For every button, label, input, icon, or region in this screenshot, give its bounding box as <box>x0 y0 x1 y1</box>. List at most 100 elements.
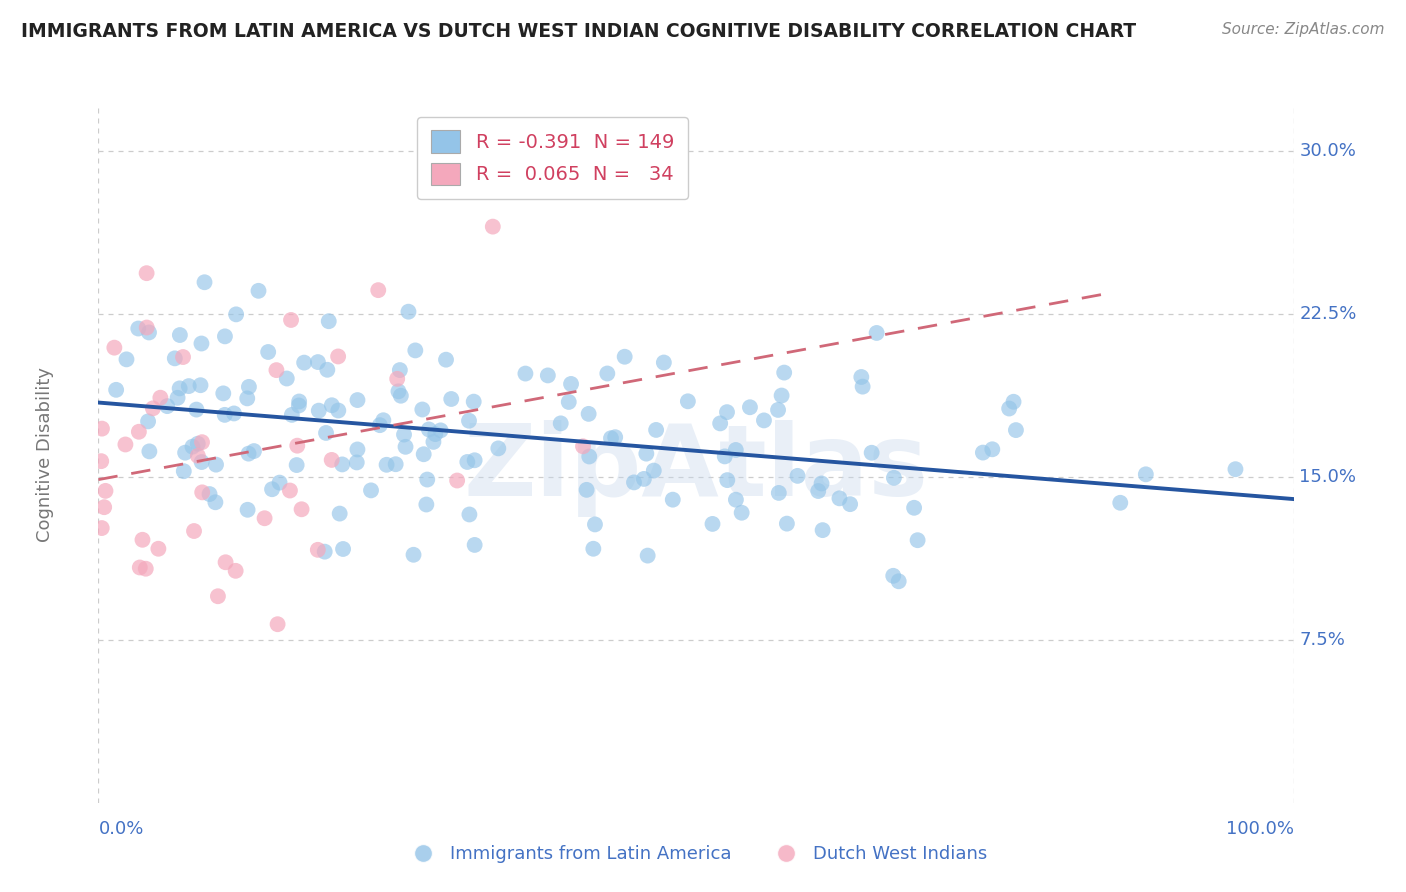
Point <box>786 468 808 483</box>
Text: 7.5%: 7.5% <box>1299 631 1346 648</box>
Point <box>285 458 308 472</box>
Point <box>243 444 266 458</box>
Point <box>187 436 209 450</box>
Point <box>307 355 329 369</box>
Point <box>972 445 994 459</box>
Point <box>811 523 834 537</box>
Point <box>425 427 447 442</box>
Point <box>600 431 623 445</box>
Point <box>190 455 212 469</box>
Point <box>238 447 260 461</box>
Point <box>636 447 658 461</box>
Point <box>768 486 790 500</box>
Point <box>402 548 425 562</box>
Point <box>135 320 157 334</box>
Point <box>238 380 260 394</box>
Point <box>730 506 752 520</box>
Point <box>278 483 301 498</box>
Point <box>285 439 308 453</box>
Point <box>882 569 904 583</box>
Point <box>464 453 486 467</box>
Point <box>572 439 595 453</box>
Point <box>1005 423 1028 437</box>
Point <box>456 455 478 469</box>
Point <box>214 408 236 422</box>
Point <box>318 314 340 328</box>
Point <box>596 367 619 381</box>
Point <box>191 485 214 500</box>
Point <box>368 418 391 433</box>
Point <box>807 483 830 498</box>
Point <box>103 341 125 355</box>
Point <box>288 394 311 409</box>
Point <box>214 329 236 343</box>
Point <box>105 383 128 397</box>
Point <box>346 393 368 408</box>
Point <box>328 403 350 417</box>
Point <box>163 351 186 366</box>
Point <box>770 388 793 402</box>
Point <box>394 440 416 454</box>
Point <box>308 403 330 417</box>
Point <box>907 533 929 548</box>
Point <box>186 402 208 417</box>
Point <box>177 379 200 393</box>
Point <box>181 440 204 454</box>
Point <box>1002 394 1025 409</box>
Point <box>422 434 444 449</box>
Text: 15.0%: 15.0% <box>1299 467 1357 485</box>
Text: 100.0%: 100.0% <box>1226 821 1294 838</box>
Point <box>90 521 112 535</box>
Point <box>135 562 157 576</box>
Point <box>205 458 228 472</box>
Point <box>93 500 115 515</box>
Point <box>156 399 179 413</box>
Point <box>91 422 114 436</box>
Point <box>166 391 188 405</box>
Point <box>464 538 486 552</box>
Point <box>187 449 209 463</box>
Point <box>481 219 505 234</box>
Point <box>578 450 600 464</box>
Point <box>578 407 600 421</box>
Point <box>212 386 235 401</box>
Point <box>330 458 353 472</box>
Point <box>486 442 509 456</box>
Point <box>398 304 420 318</box>
Point <box>321 398 343 412</box>
Point <box>207 589 229 603</box>
Point <box>387 384 409 399</box>
Point <box>458 508 481 522</box>
Point <box>429 423 451 437</box>
Point <box>724 492 747 507</box>
Point <box>280 313 302 327</box>
Point <box>222 407 245 421</box>
Point <box>266 617 288 632</box>
Point <box>204 495 226 509</box>
Point <box>138 326 160 340</box>
Point <box>314 544 336 558</box>
Point <box>128 560 150 574</box>
Point <box>440 392 463 406</box>
Point <box>307 542 329 557</box>
Point <box>434 352 457 367</box>
Point <box>332 541 354 556</box>
Point <box>463 394 485 409</box>
Point <box>142 401 165 416</box>
Point <box>173 464 195 478</box>
Point <box>766 403 789 417</box>
Point <box>373 413 395 427</box>
Point <box>652 355 675 369</box>
Point <box>276 371 298 385</box>
Point <box>149 391 172 405</box>
Point <box>550 417 572 431</box>
Text: Cognitive Disability: Cognitive Disability <box>35 368 53 542</box>
Point <box>637 549 659 563</box>
Point <box>236 392 259 406</box>
Point <box>131 533 153 547</box>
Point <box>643 464 665 478</box>
Point <box>321 453 343 467</box>
Point <box>385 372 409 386</box>
Point <box>903 500 925 515</box>
Point <box>446 474 468 488</box>
